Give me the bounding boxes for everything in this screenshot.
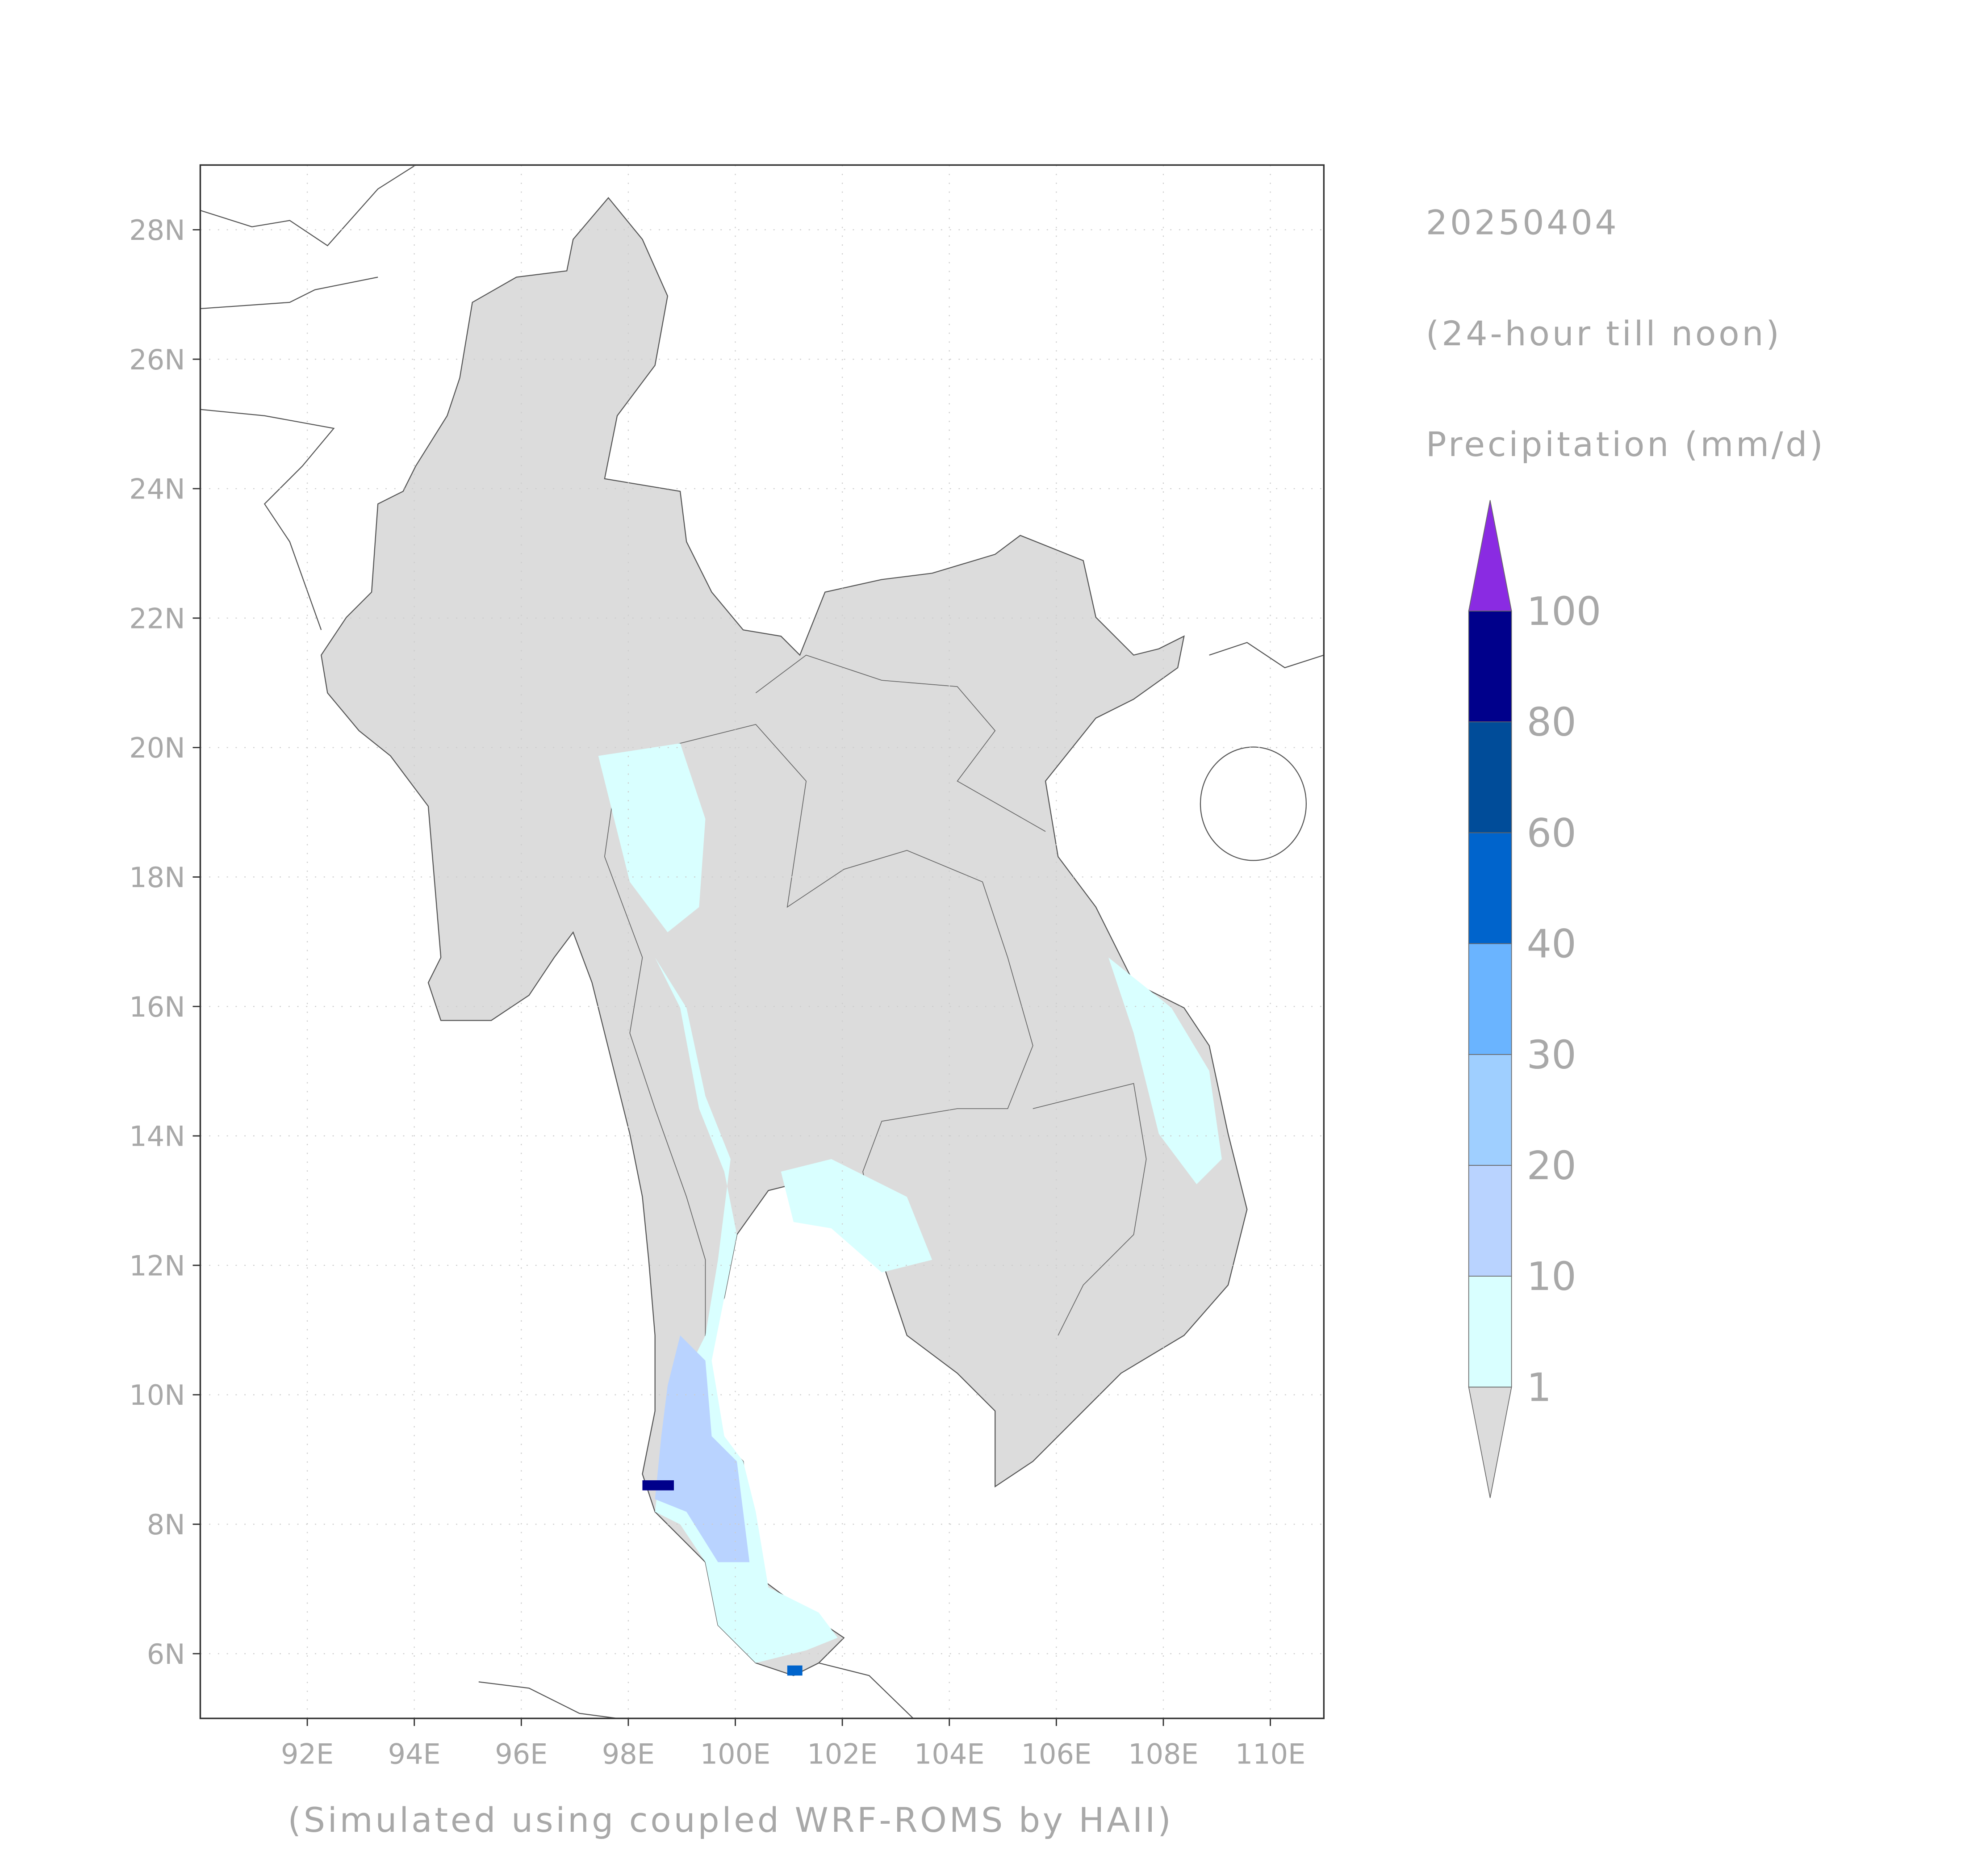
- colorbar-label: 60: [1526, 810, 1576, 856]
- coastline: [819, 1662, 914, 1719]
- x-tick-label: 102E: [807, 1738, 878, 1771]
- x-tick-label: 106E: [1021, 1738, 1092, 1771]
- border: [617, 724, 1033, 1260]
- border: [604, 768, 706, 1336]
- land: [200, 164, 1324, 1719]
- x-tick-label: 92E: [281, 1738, 334, 1771]
- border: [755, 654, 1046, 832]
- x-tick-label: 104E: [914, 1738, 985, 1771]
- colorbar-label: 10: [1526, 1254, 1576, 1299]
- rain-patches: [598, 743, 1222, 1676]
- date-title: 20250404: [1426, 203, 1619, 243]
- grid: [200, 165, 1324, 1719]
- colorbar: 1 10 20 30 40 60 80 100: [1468, 500, 1601, 1498]
- rain-patch: [1108, 957, 1222, 1185]
- colorbar-label: 40: [1526, 921, 1576, 967]
- y-tick-label: 26N: [129, 343, 185, 376]
- axes: 92E 94E 96E 98E 100E 102E 104E 106E 108E 110E 6N 8N…: [129, 214, 1305, 1771]
- footnote: (Simulated using coupled WRF-ROMS by HAI…: [288, 1800, 1173, 1840]
- y-tick-label: 8N: [147, 1508, 185, 1541]
- y-tick-label: 20N: [129, 732, 185, 764]
- colorbar-label: 30: [1526, 1032, 1576, 1078]
- y-tick-label: 12N: [129, 1249, 185, 1282]
- coastline: [200, 276, 378, 310]
- rain-patch: [655, 1335, 750, 1562]
- coastline: [478, 1681, 618, 1719]
- land-mass: [321, 197, 1248, 1676]
- colorbar-segment: [1468, 943, 1512, 1055]
- rain-patch: [787, 1665, 803, 1676]
- y-tick-label: 10N: [129, 1379, 185, 1411]
- colorbar-segment: [1468, 1054, 1512, 1166]
- x-tick-label: 96E: [495, 1738, 548, 1771]
- colorbar-segment: [1468, 1276, 1512, 1388]
- coastline: [1209, 642, 1324, 669]
- rain-patch: [781, 1159, 932, 1273]
- y-tick-label: 16N: [129, 991, 185, 1023]
- y-tick-label: 18N: [129, 861, 185, 894]
- colorbar-over: [1468, 500, 1512, 611]
- y-tick-label: 6N: [147, 1638, 185, 1671]
- y-tick-label: 24N: [129, 473, 185, 506]
- variable-label: Precipitation (mm/d): [1426, 424, 1826, 464]
- y-tick-label: 14N: [129, 1120, 185, 1153]
- colorbar-segment: [1468, 611, 1512, 722]
- subtitle: (24-hour till noon): [1426, 314, 1782, 353]
- x-tick-label: 94E: [388, 1738, 441, 1771]
- map-frame: [199, 164, 1325, 1719]
- colorbar-segment: [1468, 721, 1512, 833]
- colorbar-under: [1468, 1386, 1512, 1498]
- rain-patch: [642, 1480, 674, 1491]
- x-tick-label: 108E: [1128, 1738, 1199, 1771]
- x-tick-label: 110E: [1235, 1738, 1306, 1771]
- colorbar-segment: [1468, 1165, 1512, 1277]
- coastline: [200, 164, 416, 247]
- rain-patch: [598, 743, 706, 933]
- hainan: [1200, 746, 1307, 861]
- x-tick-label: 98E: [602, 1738, 655, 1771]
- border: [1033, 1083, 1147, 1336]
- coastline: [200, 409, 335, 630]
- y-tick-label: 22N: [129, 602, 185, 635]
- colorbar-label: 80: [1526, 699, 1576, 745]
- colorbar-label: 100: [1526, 589, 1601, 634]
- y-tick-label: 28N: [129, 214, 185, 247]
- colorbar-label: 1: [1526, 1365, 1551, 1410]
- colorbar-label: 20: [1526, 1143, 1576, 1189]
- colorbar-segment: [1468, 832, 1512, 944]
- x-tick-label: 100E: [700, 1738, 771, 1771]
